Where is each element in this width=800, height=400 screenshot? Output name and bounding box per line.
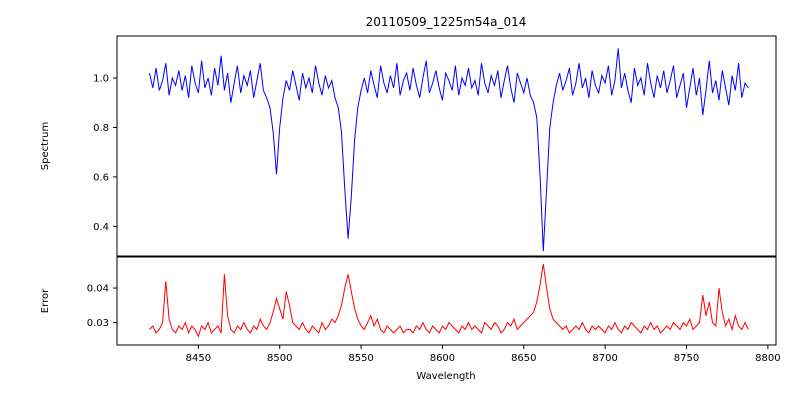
- chart-title: 20110509_1225m54a_014: [366, 15, 527, 29]
- x-tick-label: 8600: [430, 353, 455, 364]
- xlabel: Wavelength: [416, 371, 475, 382]
- axes-frame: [116, 256, 777, 346]
- ylabel-error: Error: [40, 288, 51, 313]
- error-line: [149, 263, 749, 338]
- x-tick-label: 8800: [755, 353, 780, 364]
- x-tick-label: 8650: [511, 353, 536, 364]
- y-tick-label: 1.0: [93, 74, 109, 85]
- y-tick-label: 0.04: [87, 284, 109, 295]
- x-tick-label: 8700: [592, 353, 617, 364]
- x-tick-label: 8500: [267, 353, 292, 364]
- y-tick-label: 0.03: [87, 318, 109, 329]
- x-axis-ticks: 8450 8500 8550 8600 8650 8700 8750 8800: [186, 345, 781, 364]
- x-tick-label: 8750: [674, 353, 699, 364]
- ylabel-spectrum: Spectrum: [40, 122, 51, 170]
- y-tick-label: 0.4: [93, 222, 109, 233]
- y-tick-label: 0.6: [93, 172, 109, 183]
- subplot-spectrum: 0.4 0.6 0.8 1.0: [93, 35, 777, 257]
- plot-area: 0.4 0.6 0.8 1.0 0.03 0.04 8450 8500 8550 8600 8650…: [87, 35, 781, 364]
- y-tick-label: 0.8: [93, 123, 109, 134]
- spectrum-line: [149, 48, 749, 252]
- axes-frame: [116, 35, 777, 257]
- x-tick-label: 8450: [186, 353, 211, 364]
- x-tick-label: 8550: [348, 353, 373, 364]
- subplot-error: 0.03 0.04: [87, 256, 777, 346]
